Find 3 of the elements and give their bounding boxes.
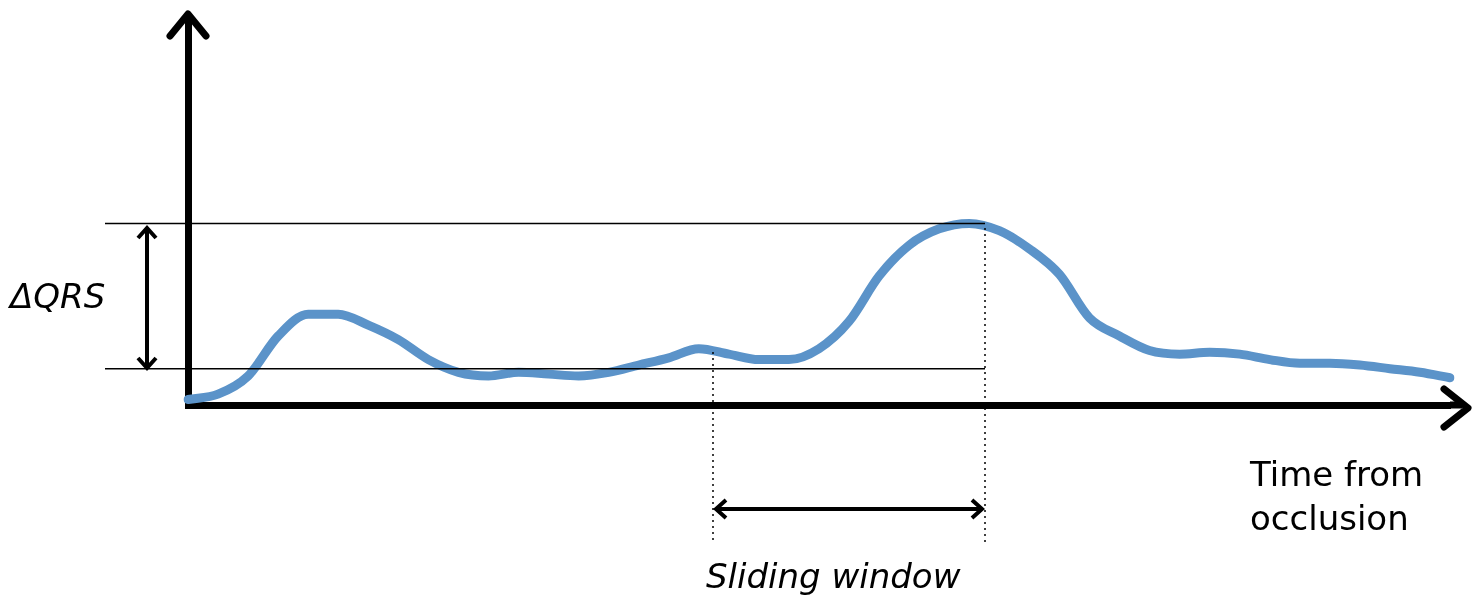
text: Sliding window (706, 556, 961, 596)
text: ΔQRS (10, 276, 106, 316)
x-axis-title: Time from occlusion (1250, 453, 1425, 540)
